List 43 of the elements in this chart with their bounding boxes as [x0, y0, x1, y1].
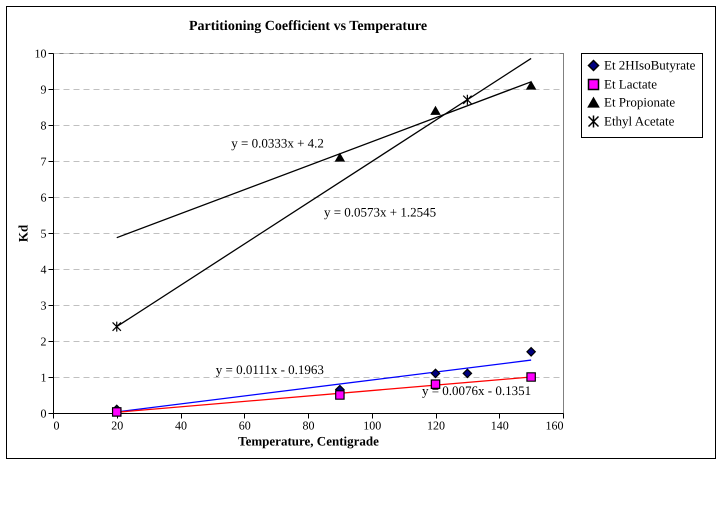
point — [430, 368, 440, 378]
y-tick-label: 6 — [40, 190, 46, 204]
y-axis-title: Kd — [16, 224, 30, 242]
annotation: y = 0.0573x + 1.2545 — [324, 204, 436, 220]
annotation: y = 0.0111x - 0.1963 — [216, 362, 324, 377]
x-tick-label: 40 — [175, 418, 187, 432]
x-tick-label: 140 — [490, 418, 509, 432]
y-tick-label: 7 — [40, 154, 46, 168]
point — [462, 94, 472, 106]
y-tick-label: 3 — [40, 298, 46, 312]
point — [430, 379, 440, 389]
x-tick-label: 120 — [427, 418, 445, 432]
point — [430, 106, 440, 115]
y-tick-label: 0 — [40, 406, 46, 420]
y-tick-label: 9 — [40, 82, 46, 96]
y-tick-label: 5 — [40, 226, 46, 240]
chart-title: Partitioning Coefficient vs Temperature — [188, 19, 428, 34]
point — [526, 81, 536, 90]
legend-label: Et Propionate — [604, 94, 676, 110]
x-tick-label: 80 — [302, 418, 314, 432]
y-tick-label: 2 — [40, 334, 46, 348]
point — [335, 390, 345, 400]
y-tick-label: 10 — [34, 46, 46, 60]
x-tick-label: 60 — [238, 418, 251, 432]
annotation: y = 0.0333x + 4.2 — [231, 136, 324, 151]
annotation: y = 0.0076x - 0.1351 — [422, 383, 532, 398]
x-tick-label: 20 — [111, 418, 124, 432]
point — [112, 320, 122, 332]
x-tick-label: 0 — [54, 418, 60, 432]
y-tick-label: 4 — [40, 262, 46, 276]
point — [526, 372, 536, 382]
y-tick-label: 1 — [40, 370, 46, 384]
legend-label: Et 2HIsoButyrate — [604, 58, 696, 72]
legend-label: Et Lactate — [604, 76, 658, 92]
legend-label: Ethyl Acetate — [604, 114, 675, 128]
x-tick-label: 100 — [363, 418, 382, 432]
x-axis-title: Temperature, Centigrade — [238, 434, 380, 448]
y-tick-label: 8 — [40, 118, 46, 132]
point — [526, 347, 536, 357]
x-tick-label: 160 — [546, 418, 564, 432]
point — [462, 368, 472, 378]
point — [335, 153, 345, 162]
point — [112, 407, 122, 417]
